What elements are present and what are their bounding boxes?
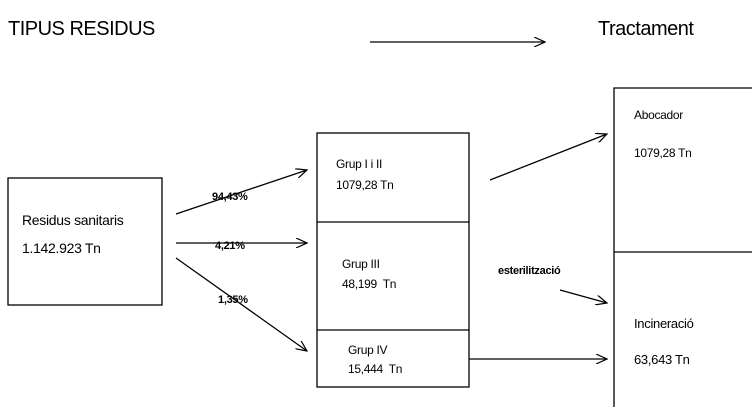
- header-left: TIPUS RESIDUS: [8, 18, 155, 40]
- treatment-box: [613, 87, 752, 407]
- group-amount: 1079,28 Tn: [336, 178, 394, 192]
- treatment-label: Incineració: [634, 316, 694, 331]
- arrow: [175, 170, 307, 215]
- group-label: Grup III: [342, 257, 380, 271]
- process-label: esterilització: [498, 265, 561, 277]
- source-amount: 1.142.923 Tn: [22, 240, 101, 256]
- arrows: [175, 42, 607, 359]
- treatment-amount: 63,643 Tn: [634, 352, 690, 367]
- arrow: [559, 289, 607, 303]
- arrow: [489, 134, 607, 181]
- group-amount: 15,444 Tn: [348, 362, 403, 376]
- arrow: [175, 257, 307, 351]
- treatment-label: Abocador: [634, 108, 683, 122]
- source-box: [7, 177, 163, 306]
- group-label: Grup IV: [348, 343, 388, 357]
- flow-label: 4,21%: [215, 240, 245, 252]
- header-right: Tractament: [598, 18, 694, 40]
- groups-box: [316, 132, 470, 388]
- treatment-amount: 1079,28 Tn: [634, 146, 692, 160]
- group-amount: 48,199 Tn: [342, 277, 397, 291]
- flow-label: 1,35%: [218, 294, 248, 306]
- flow-label: 94,43%: [212, 191, 248, 203]
- source-label: Residus sanitaris: [22, 212, 124, 228]
- group-label: Grup I i II: [336, 157, 383, 171]
